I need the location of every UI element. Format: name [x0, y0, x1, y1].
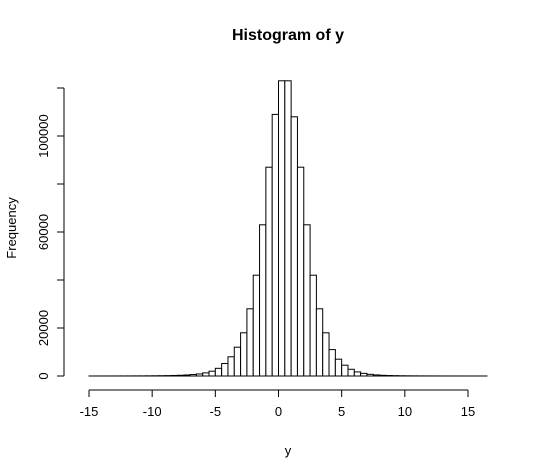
histogram-bar	[372, 374, 381, 377]
histogram-bar	[246, 308, 254, 377]
histogram-bar	[296, 166, 305, 377]
histogram-bar	[221, 363, 229, 377]
histogram-bar	[240, 332, 248, 377]
histogram-bar	[265, 166, 273, 377]
y-axis: 0 20000 60000 100000	[36, 87, 65, 380]
histogram-bar	[233, 346, 242, 377]
histogram-bar	[176, 374, 185, 377]
x-tick-label: 5	[338, 404, 345, 419]
histogram-bar	[189, 374, 197, 377]
histogram-bar	[214, 367, 223, 377]
x-tick-label: 15	[461, 404, 475, 419]
histogram-bar	[315, 308, 324, 377]
x-axis-label: y	[285, 443, 292, 458]
y-tick-label: 0	[36, 372, 51, 379]
histogram-bar	[309, 274, 317, 377]
histogram-bar	[328, 349, 336, 377]
histogram-bar	[183, 374, 191, 377]
histogram-bar	[271, 113, 279, 377]
histogram-bar	[360, 372, 368, 377]
chart-title: Histogram of y	[232, 27, 344, 44]
histogram-bar	[334, 358, 343, 377]
x-tick-label: -5	[210, 404, 222, 419]
histogram-bar	[379, 374, 387, 377]
x-tick-label: -15	[80, 404, 99, 419]
y-tick-label: 20000	[36, 310, 51, 346]
x-tick-label: -10	[143, 404, 162, 419]
y-axis-label: Frequency	[4, 197, 19, 259]
x-tick-label: 0	[275, 404, 282, 419]
histogram-bar	[195, 373, 204, 377]
x-axis: -15 -10 -5 0 5 10 15	[80, 389, 475, 419]
histogram-bar	[208, 370, 216, 377]
histogram-bar	[353, 371, 362, 377]
histogram-bar	[284, 80, 292, 377]
histogram-bar	[366, 373, 374, 377]
histogram-bar	[227, 356, 235, 377]
histogram-bar	[170, 374, 178, 377]
histogram-bar	[303, 224, 311, 377]
histogram-bar	[341, 364, 349, 377]
y-tick-label: 100000	[36, 114, 51, 157]
bars-layer	[88, 80, 488, 377]
histogram-bar	[252, 274, 261, 377]
histogram-bar	[278, 80, 286, 377]
y-tick-label: 60000	[36, 214, 51, 250]
histogram-bar	[347, 368, 355, 377]
histogram-bar	[259, 224, 267, 377]
histogram-bar	[290, 116, 298, 377]
x-tick-label: 10	[398, 404, 412, 419]
histogram-bar	[202, 372, 210, 377]
histogram-bar	[322, 332, 330, 377]
